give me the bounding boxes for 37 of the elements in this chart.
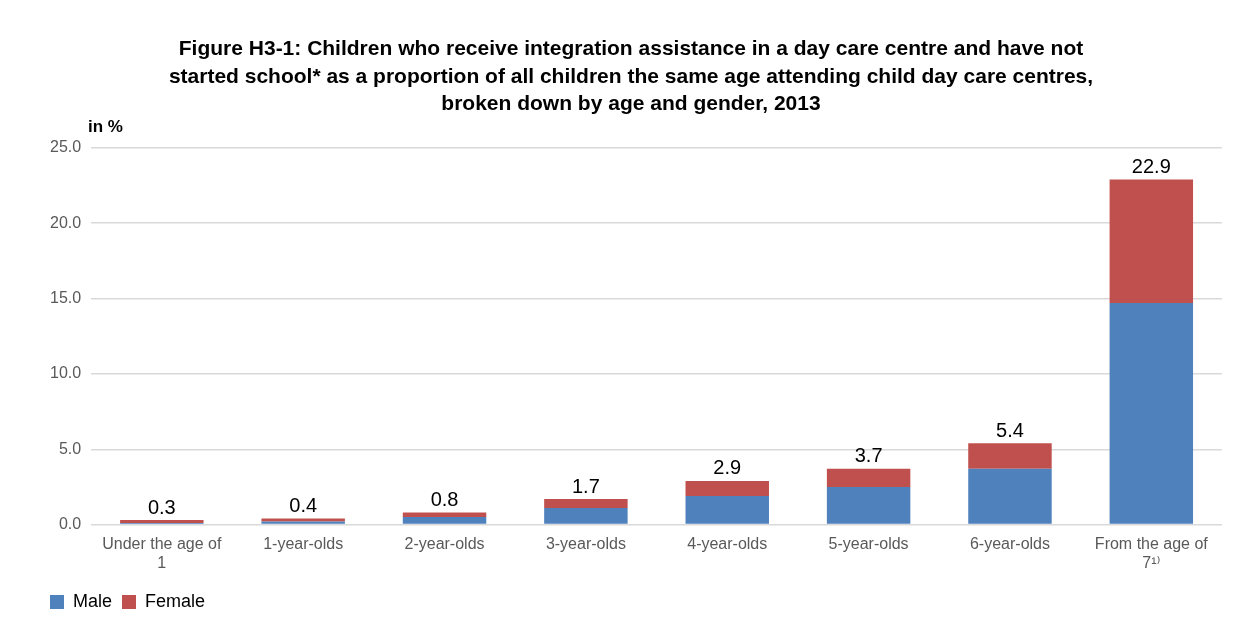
total-label: 5.4 [996, 418, 1024, 441]
chart-title: Figure H3-1: Children who receive integration assistance in a day care centre and have not started school* as a proportion of all children the same age attending child day care centres, broken down by age and gender, 2013 [168, 36, 1094, 115]
bar [685, 480, 769, 496]
x-tick-label: Under the age of 1 [102, 534, 222, 571]
bar [685, 495, 769, 524]
y-tick-label: 25.0 [50, 138, 82, 156]
total-label: 3.7 [854, 444, 883, 467]
bar [826, 486, 911, 524]
legend-label: Male [73, 590, 113, 611]
y-tick-label: 10.0 [50, 364, 82, 382]
x-tick-label: 2-year-olds [404, 534, 485, 552]
y-tick-label: 5.0 [58, 439, 82, 457]
total-label: 0.3 [147, 495, 176, 518]
total-label: 0.8 [430, 488, 459, 511]
x-tick-label: 5-year-olds [828, 534, 909, 552]
y-axis-title: in % [88, 117, 123, 137]
bar [544, 498, 628, 509]
x-tick-label: 3-year-olds [545, 534, 626, 552]
x-tick-label: 4-year-olds [687, 534, 768, 552]
bar [402, 517, 487, 524]
bar [826, 468, 911, 487]
y-tick-label: 20.0 [50, 213, 82, 231]
total-label: 22.9 [1131, 155, 1171, 178]
bar [544, 508, 628, 524]
bar [1109, 179, 1194, 304]
total-label: 2.9 [713, 456, 742, 479]
bar [968, 468, 1052, 524]
x-tick-label: 1-year-olds [263, 534, 344, 552]
x-tick-label: From the age of 7¹⁾ [1094, 534, 1209, 571]
total-label: 1.7 [571, 474, 600, 497]
y-tick-label: 0.0 [58, 515, 82, 533]
x-tick-label: 6-year-olds [969, 534, 1050, 552]
legend-label: Female [145, 590, 206, 611]
y-tick-label: 15.0 [50, 288, 82, 306]
total-label: 0.4 [289, 494, 318, 517]
bar [968, 443, 1052, 469]
bar [1109, 303, 1194, 524]
